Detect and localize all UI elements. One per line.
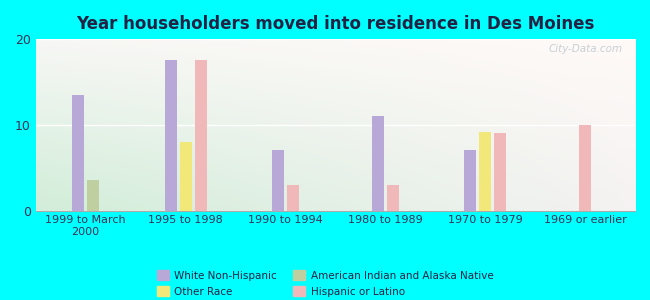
Bar	[372, 116, 383, 211]
Bar	[72, 94, 84, 211]
Bar	[87, 181, 99, 211]
Title: Year householders moved into residence in Des Moines: Year householders moved into residence i…	[76, 15, 595, 33]
Legend: White Non-Hispanic, Other Race, American Indian and Alaska Native, Hispanic or L: White Non-Hispanic, Other Race, American…	[153, 266, 497, 300]
Text: City-Data.com: City-Data.com	[549, 44, 623, 54]
Bar	[164, 60, 177, 211]
Bar	[387, 185, 399, 211]
Bar	[464, 150, 476, 211]
Bar	[272, 150, 284, 211]
Bar	[494, 133, 506, 211]
Bar	[479, 131, 491, 211]
Bar	[579, 124, 591, 211]
Bar	[287, 185, 299, 211]
Bar	[179, 142, 192, 211]
Bar	[194, 60, 207, 211]
